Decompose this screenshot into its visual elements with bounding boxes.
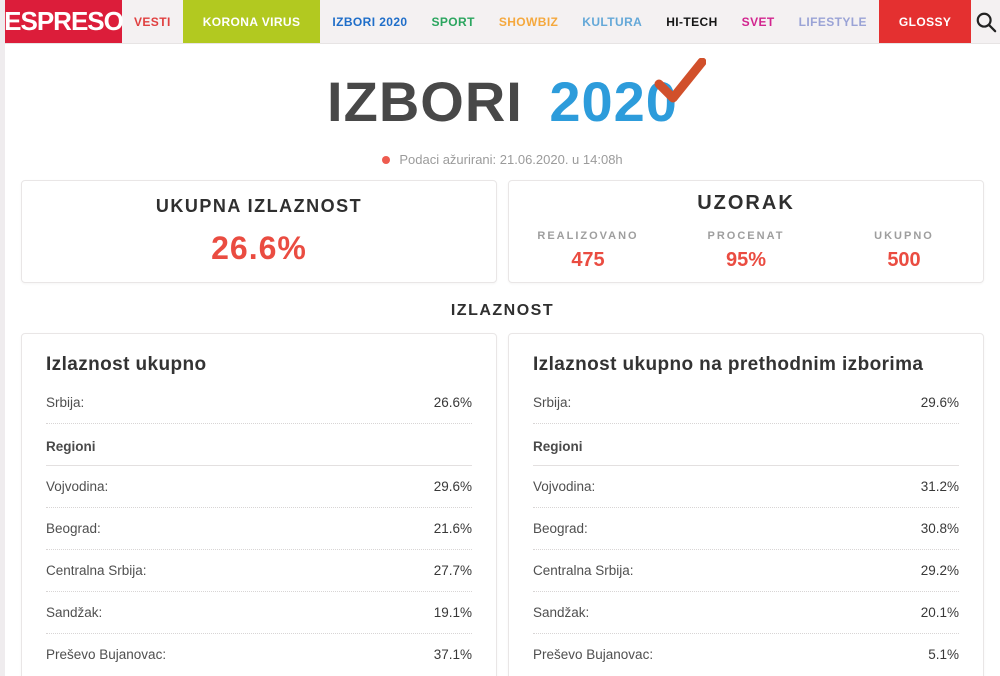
- card-title: Izlaznost ukupno: [46, 354, 207, 375]
- table-row: Beograd: 30.8%: [533, 508, 959, 550]
- table-row-srbija: Srbija: 29.6%: [533, 382, 959, 424]
- turnout-cards-row: Izlaznost ukupno Srbija: 26.6% Regioni V…: [5, 333, 1000, 676]
- card-turnout-previous: Izlaznost ukupno na prethodnim izborima …: [508, 333, 984, 676]
- row-value: 31.2%: [920, 479, 959, 494]
- page-title: IZBORI 2020: [5, 58, 1000, 130]
- total-turnout-value: 26.6%: [211, 230, 307, 266]
- row-label: Centralna Srbija:: [533, 563, 634, 578]
- nav-item-showbiz[interactable]: SHOWBIZ: [498, 14, 559, 29]
- group-label-regioni: Regioni: [46, 424, 472, 466]
- row-value: 29.6%: [433, 479, 472, 494]
- total-turnout-title: UKUPNA IZLAZNOST: [155, 196, 363, 216]
- row-value: 27.7%: [433, 563, 472, 578]
- row-value: 20.1%: [920, 605, 959, 620]
- stat-value: 500: [887, 248, 921, 271]
- main-content: IZBORI 2020 Podaci ažurirani: 21.06.2020…: [5, 58, 1000, 676]
- card-turnout-current: Izlaznost ukupno Srbija: 26.6% Regioni V…: [21, 333, 497, 676]
- row-label: Beograd:: [46, 521, 101, 536]
- table-row: Vojvodina: 29.6%: [46, 466, 472, 508]
- row-value: 30.8%: [920, 521, 959, 536]
- card-total-turnout: UKUPNA IZLAZNOST 26.6%: [21, 180, 497, 283]
- table-row: Sandžak: 20.1%: [533, 592, 959, 634]
- row-value: 21.6%: [433, 521, 472, 536]
- table-row: Centralna Srbija: 29.2%: [533, 550, 959, 592]
- sample-stats: REALIZOVANO 475 PROCENAT 95% UKUPNO 500: [509, 230, 983, 272]
- nav-item-korona-virus[interactable]: KORONA VIRUS: [182, 0, 321, 43]
- stat-realizovano: REALIZOVANO 475: [509, 230, 667, 272]
- table-row: Sandžak: 19.1%: [46, 592, 472, 634]
- table-row: Centralna Srbija: 27.7%: [46, 550, 472, 592]
- table-row: Beograd: 21.6%: [46, 508, 472, 550]
- card-sample: UZORAK REALIZOVANO 475 PROCENAT 95% UKUP…: [508, 180, 984, 283]
- stat-label: PROCENAT: [707, 229, 785, 242]
- group-label-regioni: Regioni: [533, 424, 959, 466]
- card-title: Izlaznost ukupno na prethodnim izborima: [533, 354, 924, 375]
- top-nav: ESPRESO VESTI KORONA VIRUS IZBORI 2020 S…: [4, 0, 1000, 44]
- row-value: 29.2%: [920, 563, 959, 578]
- stat-procenat: PROCENAT 95%: [667, 230, 825, 272]
- search-icon[interactable]: [971, 0, 1000, 43]
- updated-info: Podaci ažurirani: 21.06.2020. u 14:08h: [5, 152, 1000, 167]
- logo[interactable]: ESPRESO: [4, 0, 124, 43]
- table-row-srbija: Srbija: 26.6%: [46, 382, 472, 424]
- row-label: Sandžak:: [46, 605, 103, 620]
- nav-item-vesti[interactable]: VESTI: [134, 14, 171, 29]
- updated-text: Podaci ažurirani: 21.06.2020. u 14:08h: [399, 152, 623, 167]
- sample-title: UZORAK: [697, 191, 795, 214]
- nav-item-sport[interactable]: SPORT: [431, 14, 475, 29]
- row-value: 37.1%: [433, 647, 472, 662]
- checkmark-icon: [654, 58, 706, 103]
- section-title-izlaznost: IZLAZNOST: [450, 302, 555, 319]
- nav-item-lifestyle[interactable]: LIFESTYLE: [798, 14, 867, 29]
- row-label: Sandžak:: [533, 605, 590, 620]
- row-value: 26.6%: [433, 395, 472, 410]
- title-2020: 2020: [549, 58, 706, 133]
- row-label: Preševo Bujanovac:: [533, 647, 654, 662]
- stat-ukupno: UKUPNO 500: [825, 230, 983, 272]
- row-label: Preševo Bujanovac:: [46, 647, 167, 662]
- row-label: Srbija:: [533, 395, 572, 410]
- row-label: Beograd:: [533, 521, 588, 536]
- table-row: Preševo Bujanovac: 37.1%: [46, 634, 472, 675]
- nav-item-izbori-2020[interactable]: IZBORI 2020: [332, 14, 408, 29]
- stat-label: UKUPNO: [874, 229, 934, 242]
- nav-item-svet[interactable]: SVET: [741, 14, 775, 29]
- table-row: Vojvodina: 31.2%: [533, 466, 959, 508]
- page: ESPRESO VESTI KORONA VIRUS IZBORI 2020 S…: [4, 0, 1000, 676]
- stat-value: 95%: [725, 248, 767, 271]
- nav-menu: VESTI KORONA VIRUS IZBORI 2020 SPORT SHO…: [122, 0, 972, 43]
- stat-label: REALIZOVANO: [537, 229, 639, 242]
- row-label: Vojvodina:: [46, 479, 109, 494]
- table-row: Preševo Bujanovac: 5.1%: [533, 634, 959, 675]
- title-izbori: IZBORI: [327, 70, 523, 133]
- row-value: 5.1%: [928, 647, 959, 662]
- row-label: Centralna Srbija:: [46, 563, 147, 578]
- row-label: Srbija:: [46, 395, 85, 410]
- row-value: 19.1%: [433, 605, 472, 620]
- nav-item-kultura[interactable]: KULTURA: [582, 14, 643, 29]
- bullet-dot-icon: [382, 155, 391, 164]
- row-value: 29.6%: [920, 395, 959, 410]
- stat-value: 475: [571, 248, 605, 271]
- summary-row: UKUPNA IZLAZNOST 26.6% UZORAK REALIZOVAN…: [5, 180, 1000, 283]
- row-label: Vojvodina:: [533, 479, 596, 494]
- nav-item-hi-tech[interactable]: HI-TECH: [666, 14, 718, 29]
- nav-item-glossy[interactable]: GLOSSY: [878, 0, 972, 43]
